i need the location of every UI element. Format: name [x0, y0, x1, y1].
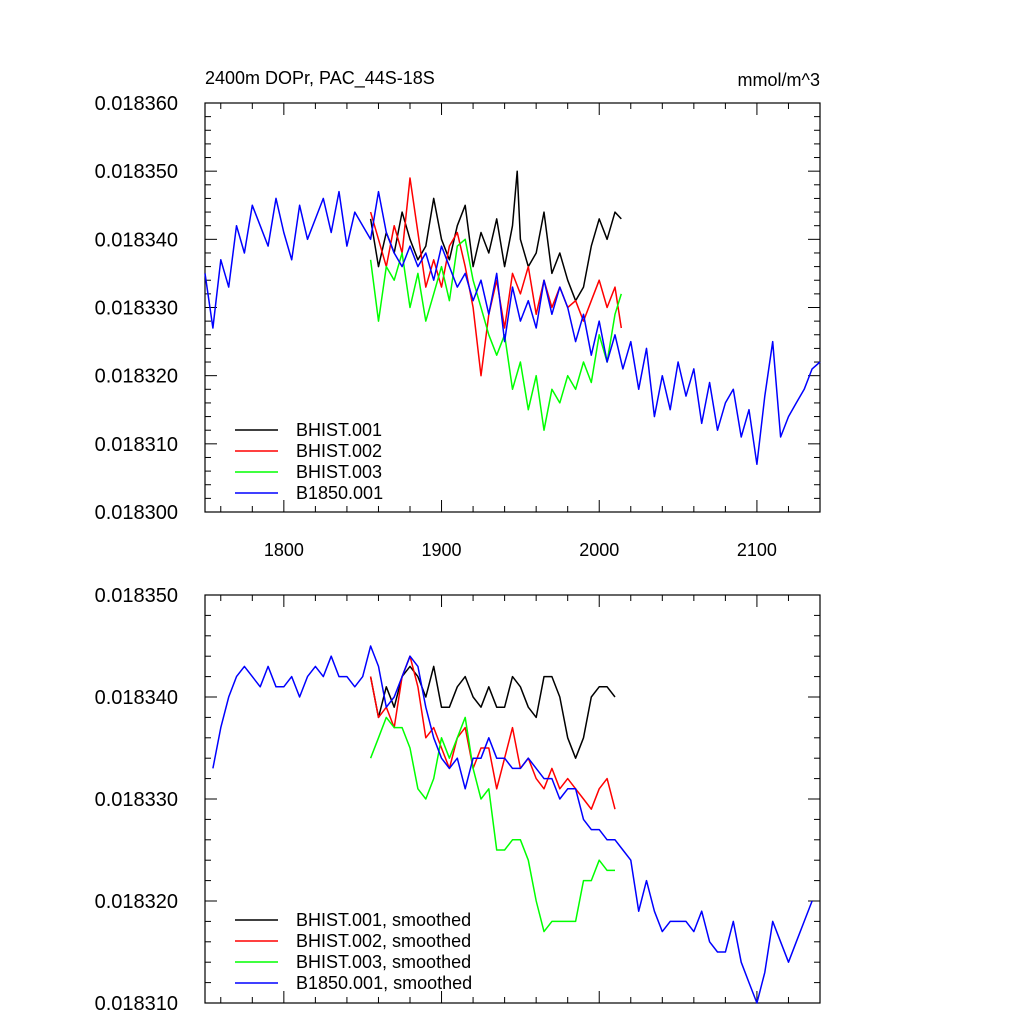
y-tick-label: 0.018330 — [95, 298, 178, 320]
series-line — [369, 716, 615, 933]
y-tick-label: 0.018340 — [95, 687, 178, 709]
top-panel: 2400m DOPr, PAC_44S-18S mmol/m^3 1800 190… — [95, 68, 821, 560]
bottom-panel: 0.018310 0.018320 0.018330 0.018340 0.018350… — [95, 585, 821, 1015]
y-tick-label: 0.018350 — [95, 161, 178, 183]
panel-title: 2400m DOPr, PAC_44S-18S — [205, 68, 435, 89]
x-tick-label: 1900 — [422, 540, 462, 560]
series-line — [369, 177, 623, 377]
y-tick-label: 0.018360 — [95, 93, 178, 115]
units-label: mmol/m^3 — [738, 70, 820, 90]
legend-label: B1850.001 — [296, 483, 383, 503]
series-line — [204, 190, 821, 466]
legend-label: BHIST.001, smoothed — [296, 910, 471, 930]
y-tick-label: 0.018300 — [95, 502, 178, 524]
legend-label: BHIST.001 — [296, 420, 382, 440]
y-tick-label: 0.018340 — [95, 229, 178, 251]
series-line — [369, 238, 623, 431]
x-tick-label: 2100 — [737, 540, 777, 560]
series-line — [369, 655, 616, 810]
legend-label: B1850.001, smoothed — [296, 973, 472, 993]
series-line — [369, 170, 622, 302]
y-tick-label: 0.018320 — [95, 891, 178, 913]
series-line — [369, 665, 616, 759]
series-line — [212, 645, 813, 1004]
y-tick-label: 0.018320 — [95, 366, 178, 388]
legend-label: BHIST.002, smoothed — [296, 931, 471, 951]
legend-label: BHIST.003, smoothed — [296, 952, 471, 972]
y-tick-label: 0.018350 — [95, 585, 178, 607]
y-tick-label: 0.018330 — [95, 789, 178, 811]
x-tick-label: 2000 — [579, 540, 619, 560]
x-tick-label: 1800 — [264, 540, 304, 560]
legend-label: BHIST.002 — [296, 441, 382, 461]
legend-label: BHIST.003 — [296, 462, 382, 482]
y-tick-label: 0.018310 — [95, 434, 178, 456]
y-tick-label: 0.018310 — [95, 993, 178, 1015]
